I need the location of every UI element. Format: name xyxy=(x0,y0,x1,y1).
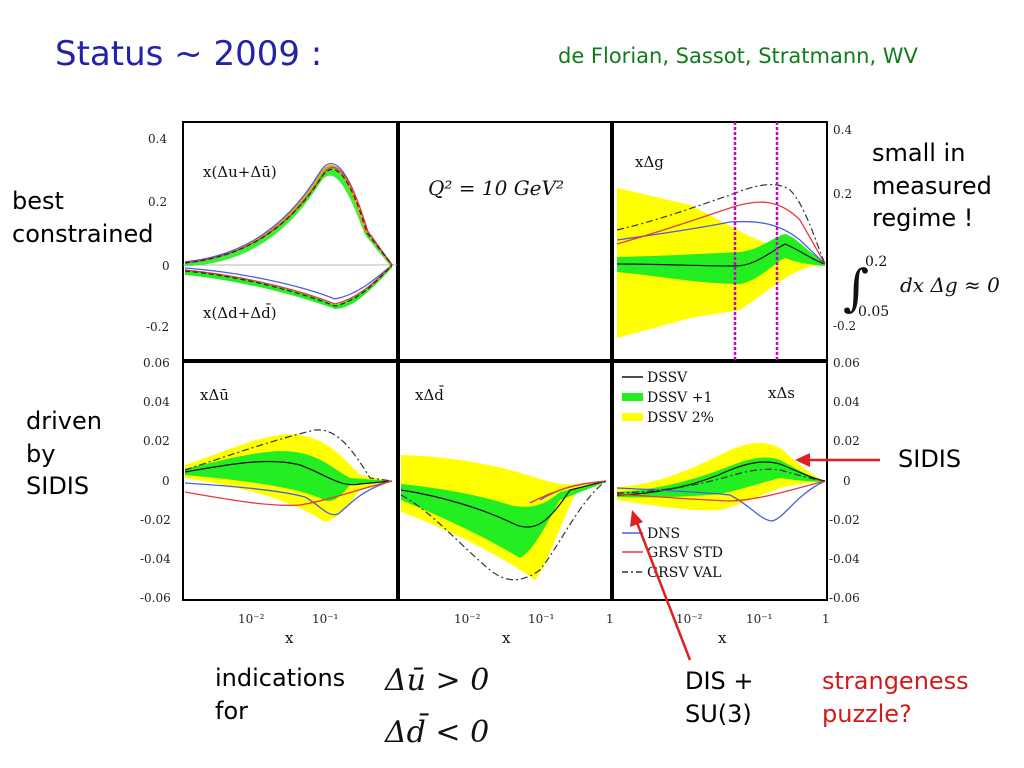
ytick-r2-0.06: 0.06 xyxy=(833,356,860,370)
xtick-r-1e-2: 10⁻² xyxy=(676,612,703,626)
ytick-l-0.02: 0.02 xyxy=(143,434,170,448)
xtick-r-1e-1: 10⁻¹ xyxy=(746,612,772,626)
legend-dns: DNS xyxy=(647,526,680,542)
ytick-r-0.2: 0.2 xyxy=(833,187,852,201)
arrow-sidis xyxy=(795,453,880,467)
xlabel-r: x xyxy=(718,629,727,647)
dbar-relation: Δd̄ < 0 xyxy=(384,712,489,750)
note-best-constrained: best constrained xyxy=(12,187,154,248)
ytick-0.4: 0.4 xyxy=(148,132,167,146)
legend-dssv: DSSV xyxy=(647,370,688,386)
integral-lower: 0.05 xyxy=(858,304,889,320)
label-u-plus-ubar: x(Δu+Δū) xyxy=(203,163,277,181)
note-indications: indications for xyxy=(215,664,346,725)
ytick-0: 0 xyxy=(162,259,170,273)
ytick-r2-0.04: 0.04 xyxy=(833,395,860,409)
ytick-r-0.4: 0.4 xyxy=(833,123,852,137)
legend-dssv-1: DSSV +1 xyxy=(647,390,712,406)
legend-dssv-2pct: DSSV 2% xyxy=(647,410,714,426)
ytick-l-neg0.06: -0.06 xyxy=(140,591,171,605)
ubar-relation: Δū > 0 xyxy=(384,663,489,698)
xtick-l-1e-1: 10⁻¹ xyxy=(312,612,338,626)
ytick-neg0.2: -0.2 xyxy=(146,320,169,334)
note-dis-su3: DIS + SU(3) xyxy=(685,667,754,728)
panel-xdg: xΔg 0.4 0.2 -0.2 xyxy=(612,121,856,368)
panel-q2: Q² = 10 GeV² xyxy=(398,121,612,361)
panel-xddbar: xΔd̄ 10⁻² 10⁻¹ 1 x xyxy=(398,361,614,647)
ytick-l-0.06: 0.06 xyxy=(143,356,170,370)
legend-grsv-val: GRSV VAL xyxy=(647,565,721,581)
ytick-0.2: 0.2 xyxy=(148,195,167,209)
note-driven-by-sidis: driven by SIDIS xyxy=(26,407,102,501)
arrow-dis-su3 xyxy=(630,510,692,661)
integral-formula: ∫ 0.2 0.05 dx Δg ≈ 0 xyxy=(843,254,1000,320)
authors: de Florian, Sassot, Stratmann, WV xyxy=(558,44,918,68)
legend-grsv-std: GRSV STD xyxy=(647,545,723,561)
ytick-r-neg0.2: -0.2 xyxy=(833,319,856,333)
integral-sign: ∫ xyxy=(843,259,869,317)
ytick-l-neg0.02: -0.02 xyxy=(140,513,171,527)
slide-title: Status ~ 2009 : xyxy=(55,34,323,74)
xtick-m-1: 1 xyxy=(606,612,614,626)
ytick-l-neg0.04: -0.04 xyxy=(140,552,171,566)
ytick-r2-0.02: 0.02 xyxy=(833,434,860,448)
label-xds: xΔs xyxy=(768,384,795,402)
ytick-r2-neg0.06: -0.06 xyxy=(829,591,860,605)
xtick-r-1: 1 xyxy=(822,612,830,626)
label-xdg: xΔg xyxy=(635,153,664,171)
note-small-measured: small in measured regime ! xyxy=(872,139,992,233)
ytick-l-0: 0 xyxy=(162,474,170,488)
xtick-m-1e-1: 10⁻¹ xyxy=(528,612,554,626)
label-xddbar: xΔd̄ xyxy=(415,386,444,404)
note-sidis: SIDIS xyxy=(898,445,962,473)
integral-upper: 0.2 xyxy=(865,254,887,270)
q2-label: Q² = 10 GeV² xyxy=(428,176,564,200)
xlabel-m: x xyxy=(502,629,511,647)
ytick-r2-neg0.02: -0.02 xyxy=(829,513,860,527)
panel-u-d: x(Δu+Δū) x(Δd+Δd̄) 0.4 0.2 0 -0.2 xyxy=(146,121,398,361)
xtick-l-1e-2: 10⁻² xyxy=(238,612,265,626)
xlabel-l: x xyxy=(285,629,294,647)
label-d-plus-dbar: x(Δd+Δd̄) xyxy=(203,304,277,322)
ytick-r2-0: 0 xyxy=(843,474,851,488)
ytick-r2-neg0.04: -0.04 xyxy=(829,552,860,566)
label-xdubar: xΔū xyxy=(200,386,229,404)
xtick-m-1e-2: 10⁻² xyxy=(454,612,481,626)
note-strangeness-puzzle: strangeness puzzle? xyxy=(822,667,969,728)
panel-xds: DSSV DSSV +1 DSSV 2% DNS GRSV STD GRSV V… xyxy=(612,356,860,647)
panel-xdubar: xΔū 0.06 0.04 0.02 0 -0.02 -0.04 -0.06 1… xyxy=(140,356,398,647)
ytick-l-0.04: 0.04 xyxy=(143,395,170,409)
integral-body: dx Δg ≈ 0 xyxy=(900,273,1000,297)
